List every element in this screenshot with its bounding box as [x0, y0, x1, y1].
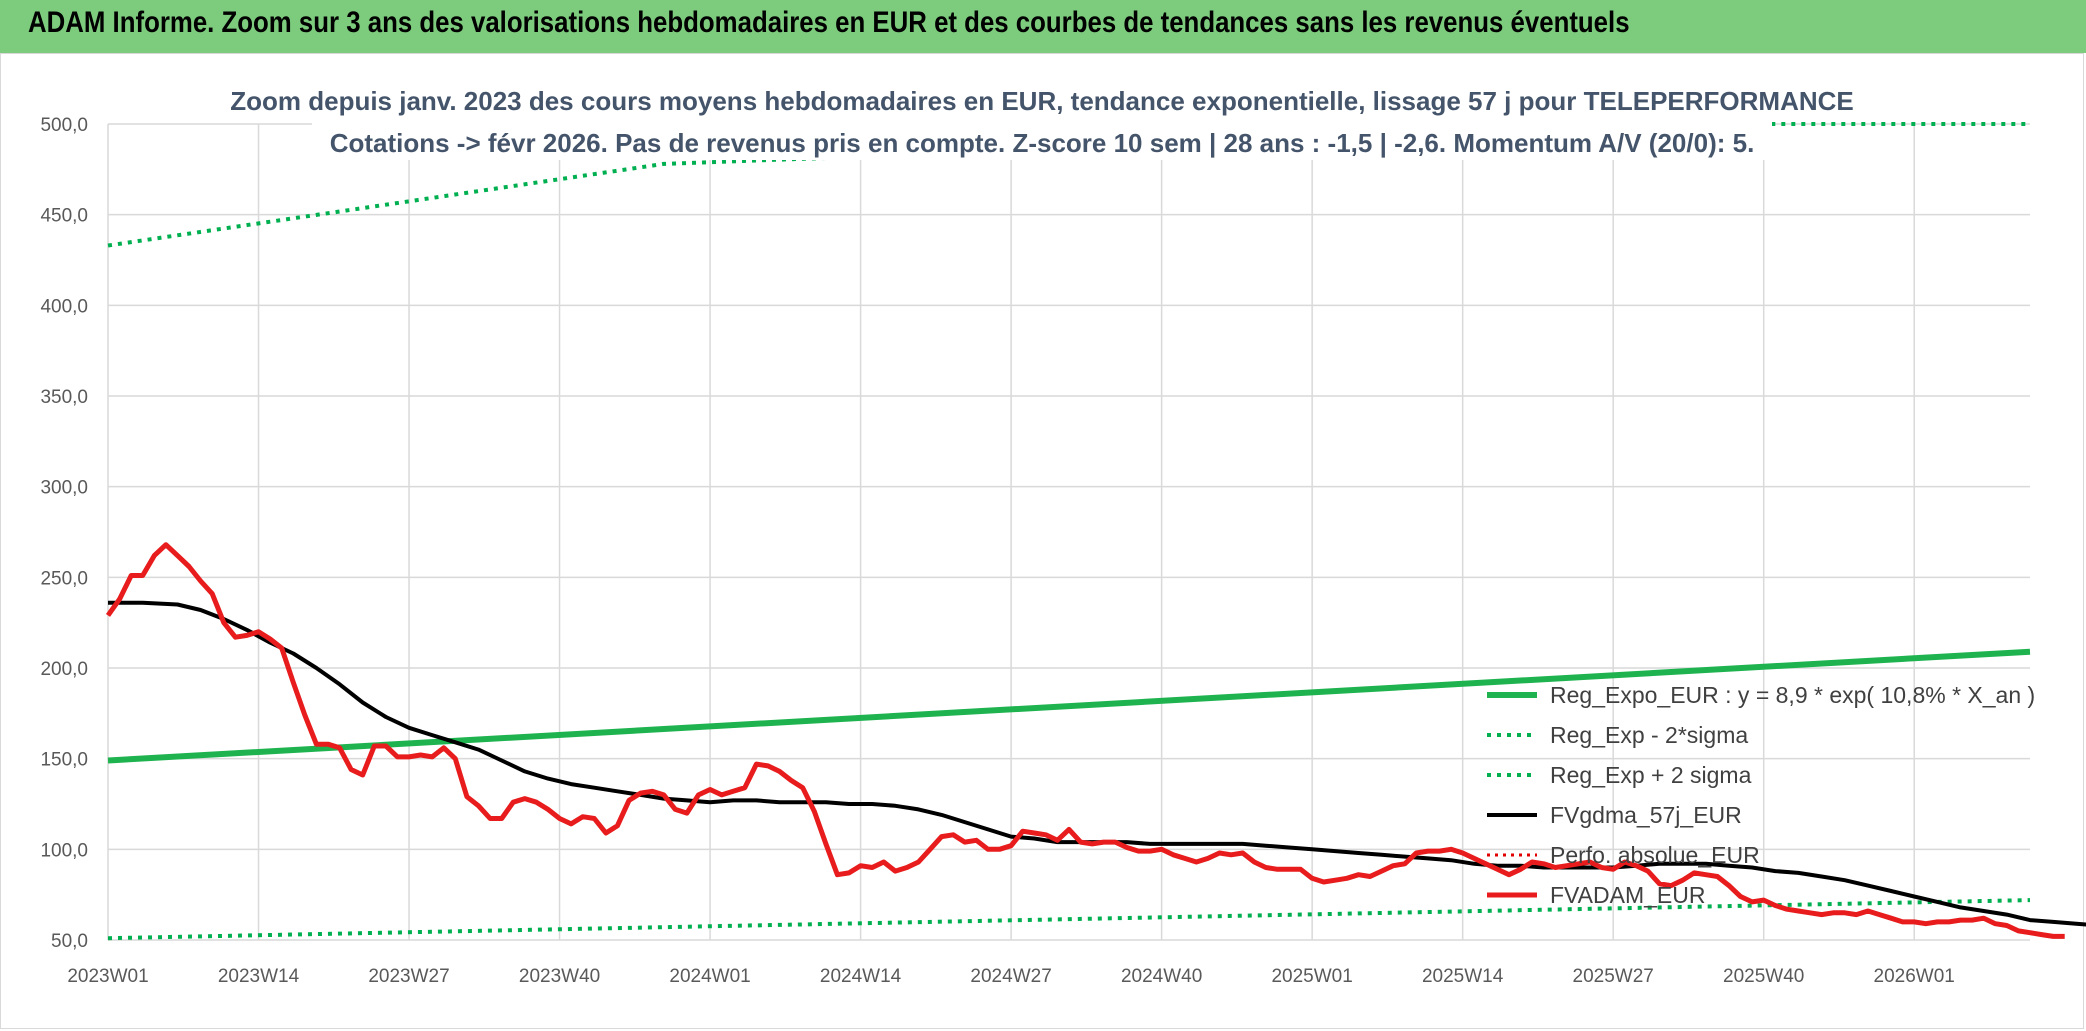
- chart-title: Zoom depuis janv. 2023 des cours moyens …: [230, 86, 1854, 116]
- header-banner: ADAM Informe. Zoom sur 3 ans des valoris…: [0, 0, 2086, 53]
- legend-entry: FVADAM_EUR: [1550, 882, 1706, 908]
- series-line-0: [107, 648, 2031, 764]
- x-tick-label: 2024W27: [970, 966, 1051, 987]
- x-tick-label: 2025W14: [1422, 966, 1504, 987]
- series-line-1: [107, 898, 2031, 941]
- x-tick-label: 2025W40: [1723, 966, 1804, 987]
- x-tick-label: 2025W27: [1573, 966, 1654, 987]
- series-line-2: [107, 122, 2030, 248]
- chart-subtitle: Cotations -> févr 2026. Pas de revenus p…: [330, 128, 1755, 158]
- chart-titles: Zoom depuis janv. 2023 des cours moyens …: [230, 80, 1854, 160]
- y-tick-label: 50,0: [51, 931, 88, 952]
- x-tick-label: 2023W14: [218, 966, 300, 987]
- y-tick-label: 100,0: [40, 840, 88, 861]
- x-tick-label: 2023W01: [67, 966, 148, 987]
- y-tick-label: 350,0: [40, 387, 88, 408]
- legend-entry: Reg_Exp + 2 sigma: [1550, 762, 1752, 788]
- y-axis-ticks: 50,0 100,0 150,0 200,0 250,0 300,0 350,0 400,0 4…: [40, 115, 88, 952]
- y-tick-label: 150,0: [40, 750, 88, 771]
- x-tick-label: 2026W01: [1874, 966, 1955, 987]
- x-tick-label: 2024W40: [1121, 966, 1202, 987]
- x-tick-label: 2023W27: [368, 966, 449, 987]
- y-tick-label: 500,0: [40, 115, 88, 136]
- legend-entry: Perfo. absolue_EUR: [1550, 842, 1760, 868]
- legend-entry: Reg_Exp - 2*sigma: [1550, 722, 1748, 748]
- x-tick-label: 2023W40: [519, 966, 600, 987]
- x-tick-label: 2025W01: [1271, 966, 1352, 987]
- y-tick-label: 300,0: [40, 478, 88, 499]
- legend: Reg_Expo_EUR : y = 8,9 * exp( 10,8% * X_…: [1487, 682, 2035, 908]
- series-line-3: [108, 600, 2086, 927]
- x-tick-label: 2024W01: [669, 966, 750, 987]
- legend-entry: Reg_Expo_EUR : y = 8,9 * exp( 10,8% * X_…: [1550, 682, 2035, 708]
- y-tick-label: 200,0: [40, 659, 88, 680]
- x-tick-label: 2024W14: [820, 966, 902, 987]
- x-axis-ticks: 2023W01 2023W14 2023W27 2023W40 2024W01 2024W…: [67, 966, 1955, 987]
- y-tick-label: 450,0: [40, 206, 88, 227]
- chart-frame: [0, 53, 2084, 1029]
- series-line-5: [105, 542, 2065, 939]
- y-tick-label: 250,0: [40, 568, 88, 589]
- y-tick-label: 400,0: [40, 296, 88, 317]
- banner-title: ADAM Informe. Zoom sur 3 ans des valoris…: [28, 6, 1630, 39]
- title-background: [312, 80, 1772, 160]
- legend-entry: FVgdma_57j_EUR: [1550, 802, 1742, 828]
- series: [105, 122, 2086, 941]
